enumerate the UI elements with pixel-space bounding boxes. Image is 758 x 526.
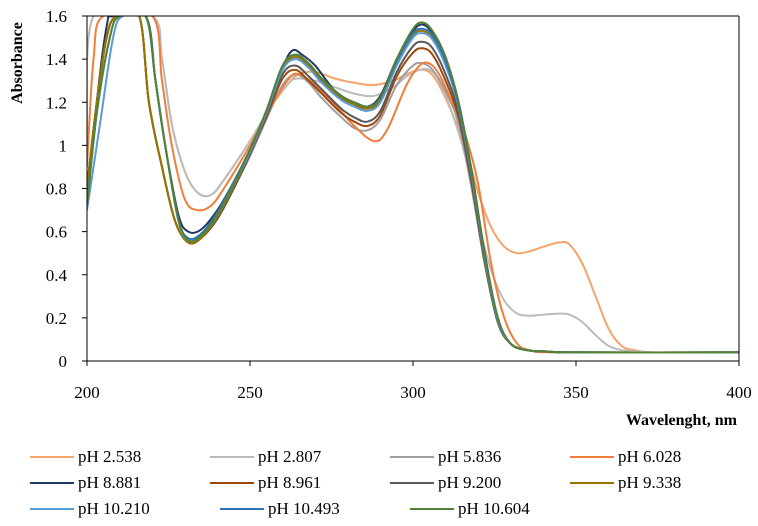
legend-swatch — [30, 508, 74, 510]
legend-label: pH 8.881 — [78, 473, 142, 492]
legend-swatch — [410, 508, 454, 510]
legend-item: pH 8.881 — [30, 473, 210, 493]
series-line-ph-10-604 — [87, 16, 739, 354]
legend-row: pH 8.881 pH 8.961 pH 9.200 pH 9.338 — [30, 470, 750, 496]
legend-item: pH 9.338 — [570, 473, 750, 493]
x-tick-label: 400 — [726, 383, 752, 402]
legend-swatch — [210, 482, 254, 484]
legend-item: pH 9.200 — [390, 473, 570, 493]
chart-legend: pH 2.538 pH 2.807 pH 5.836 pH 6.028 pH 8.881… — [30, 444, 750, 522]
x-tick-label: 200 — [74, 383, 100, 402]
series-line-ph-6-028 — [87, 16, 739, 354]
legend-label: pH 5.836 — [438, 447, 502, 466]
y-tick-label: 0.2 — [46, 309, 67, 328]
legend-row: pH 2.538 pH 2.807 pH 5.836 pH 6.028 — [30, 444, 750, 470]
legend-label: pH 6.028 — [618, 447, 682, 466]
legend-swatch — [220, 508, 264, 510]
y-tick-label: 1.4 — [46, 50, 68, 69]
legend-swatch — [30, 482, 74, 484]
legend-item: pH 8.961 — [210, 473, 390, 493]
legend-swatch — [210, 456, 254, 458]
y-tick-label: 1.6 — [46, 7, 67, 26]
x-tick-label: 350 — [563, 383, 589, 402]
series-line-ph-8-961 — [87, 16, 739, 354]
series-line-ph-10-493 — [87, 16, 739, 354]
series-line-ph-5-836 — [87, 16, 739, 354]
y-tick-label: 1.2 — [46, 93, 67, 112]
y-axis-label: Absorbance — [9, 22, 26, 104]
legend-label: pH 9.338 — [618, 473, 682, 492]
series-line-ph-2-538 — [87, 16, 739, 354]
legend-row: pH 10.210 pH 10.493 pH 10.604 — [30, 496, 750, 522]
legend-swatch — [570, 456, 614, 458]
series-line-ph-8-881 — [87, 16, 739, 354]
legend-item: pH 2.807 — [210, 447, 390, 467]
series-line-ph-9-338 — [87, 16, 739, 354]
legend-label: pH 10.493 — [268, 499, 340, 518]
y-tick-label: 0.6 — [46, 223, 67, 242]
legend-item: pH 5.836 — [390, 447, 570, 467]
legend-item: pH 10.210 — [30, 499, 220, 519]
y-tick-label: 1 — [59, 136, 68, 155]
x-axis-label: Wavelenght, nm — [626, 412, 738, 429]
legend-item: pH 10.604 — [410, 499, 600, 519]
legend-item: pH 10.493 — [220, 499, 410, 519]
absorbance-chart: 0 0.2 0.4 0.6 0.8 1 1.2 1.4 1.6 200 250 300 350 400 A… — [9, 7, 752, 429]
series-line-ph-2-807 — [87, 16, 739, 354]
x-tick-label: 300 — [400, 383, 426, 402]
legend-label: pH 10.604 — [458, 499, 530, 518]
y-tick-label: 0 — [59, 352, 68, 371]
legend-label: pH 2.807 — [258, 447, 322, 466]
legend-swatch — [570, 482, 614, 484]
y-tick-label: 0.4 — [46, 266, 68, 285]
legend-label: pH 8.961 — [258, 473, 322, 492]
legend-item: pH 2.538 — [30, 447, 210, 467]
legend-label: pH 9.200 — [438, 473, 502, 492]
legend-swatch — [390, 482, 434, 484]
series-line-ph-10-210 — [87, 16, 739, 354]
series-line-ph-9-200 — [87, 16, 739, 354]
x-tick-label: 250 — [237, 383, 263, 402]
legend-swatch — [390, 456, 434, 458]
legend-swatch — [30, 456, 74, 458]
legend-item: pH 6.028 — [570, 447, 750, 467]
legend-label: pH 10.210 — [78, 499, 150, 518]
legend-label: pH 2.538 — [78, 447, 142, 466]
y-tick-label: 0.8 — [46, 180, 67, 199]
